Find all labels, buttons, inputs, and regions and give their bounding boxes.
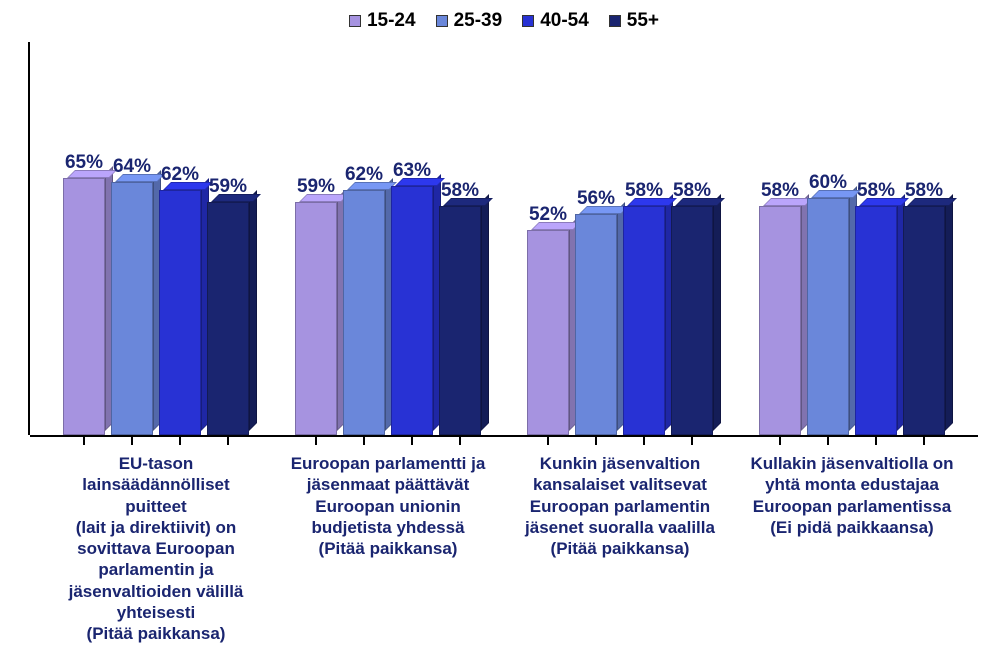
y-axis	[28, 42, 30, 435]
tick-mark	[179, 437, 181, 445]
bar: 58%	[436, 180, 484, 435]
bar: 52%	[524, 204, 572, 435]
legend: 15-24 25-39 40-54 55+	[30, 10, 978, 32]
bar: 58%	[900, 180, 948, 435]
bar-shape	[391, 186, 433, 435]
bar: 59%	[292, 176, 340, 435]
bar-shape	[527, 230, 569, 435]
bar: 58%	[756, 180, 804, 435]
bar-shape	[623, 206, 665, 435]
tick-mark	[83, 437, 85, 445]
x-axis-label: EU-tason lainsäädännölliset puitteet (la…	[51, 453, 261, 644]
plot-area: 65%64%62%59%59%62%63%58%52%56%58%58%58%6…	[30, 42, 978, 437]
bar-shape	[759, 206, 801, 435]
tick-mark	[595, 437, 597, 445]
bar: 60%	[804, 172, 852, 435]
tick-mark	[131, 437, 133, 445]
bar-group: 59%62%63%58%	[292, 42, 484, 435]
bar-shape	[159, 190, 201, 435]
bar-shape	[295, 202, 337, 435]
bar: 64%	[108, 156, 156, 435]
tick-mark	[363, 437, 365, 445]
tick-group	[524, 437, 716, 445]
bar-shape	[111, 182, 153, 435]
bar: 65%	[60, 152, 108, 435]
tick-mark	[547, 437, 549, 445]
tick-mark	[227, 437, 229, 445]
legend-label: 40-54	[540, 10, 589, 32]
tick-group	[292, 437, 484, 445]
tick-mark	[779, 437, 781, 445]
tick-mark	[315, 437, 317, 445]
legend-item: 25-39	[436, 10, 503, 32]
bar-chart: 15-2425-3940-5455+ 65%64%62%59%59%62%63%…	[30, 10, 978, 650]
bar: 58%	[852, 180, 900, 435]
bar-shape	[439, 206, 481, 435]
bar-shape	[671, 206, 713, 435]
bar: 58%	[668, 180, 716, 435]
bar: 62%	[156, 164, 204, 435]
bar-shape	[63, 178, 105, 435]
x-axis-label: Kunkin jäsenvaltion kansalaiset valitsev…	[515, 453, 725, 644]
bar-shape	[807, 198, 849, 435]
bar-group: 52%56%58%58%	[524, 42, 716, 435]
bar-shape	[855, 206, 897, 435]
tick-mark	[827, 437, 829, 445]
tick-mark	[691, 437, 693, 445]
tick-group	[756, 437, 948, 445]
legend-item: 40-54	[522, 10, 589, 32]
bar: 56%	[572, 188, 620, 435]
bar: 59%	[204, 176, 252, 435]
bar: 63%	[388, 160, 436, 435]
legend-label: 55+	[627, 10, 659, 32]
legend-swatch	[436, 15, 448, 27]
tick-mark	[923, 437, 925, 445]
legend-label: 25-39	[454, 10, 503, 32]
tick-mark	[875, 437, 877, 445]
bar-group: 58%60%58%58%	[756, 42, 948, 435]
tick-mark	[459, 437, 461, 445]
x-axis-label: Kullakin jäsenvaltiolla on yhtä monta ed…	[747, 453, 957, 644]
legend-swatch	[609, 15, 621, 27]
tick-mark	[411, 437, 413, 445]
x-axis-labels: EU-tason lainsäädännölliset puitteet (la…	[30, 445, 978, 644]
legend-item: 15-24	[349, 10, 416, 32]
bar: 58%	[620, 180, 668, 435]
bar: 62%	[340, 164, 388, 435]
legend-swatch	[349, 15, 361, 27]
legend-swatch	[522, 15, 534, 27]
bar-group: 65%64%62%59%	[60, 42, 252, 435]
x-axis-label: Euroopan parlamentti ja jäsenmaat päättä…	[283, 453, 493, 644]
bar-shape	[575, 214, 617, 435]
bar-shape	[207, 202, 249, 435]
tick-group	[60, 437, 252, 445]
bar-shape	[903, 206, 945, 435]
legend-item: 55+	[609, 10, 659, 32]
bar-shape	[343, 190, 385, 435]
x-axis-ticks	[30, 437, 978, 445]
tick-mark	[643, 437, 645, 445]
legend-label: 15-24	[367, 10, 416, 32]
